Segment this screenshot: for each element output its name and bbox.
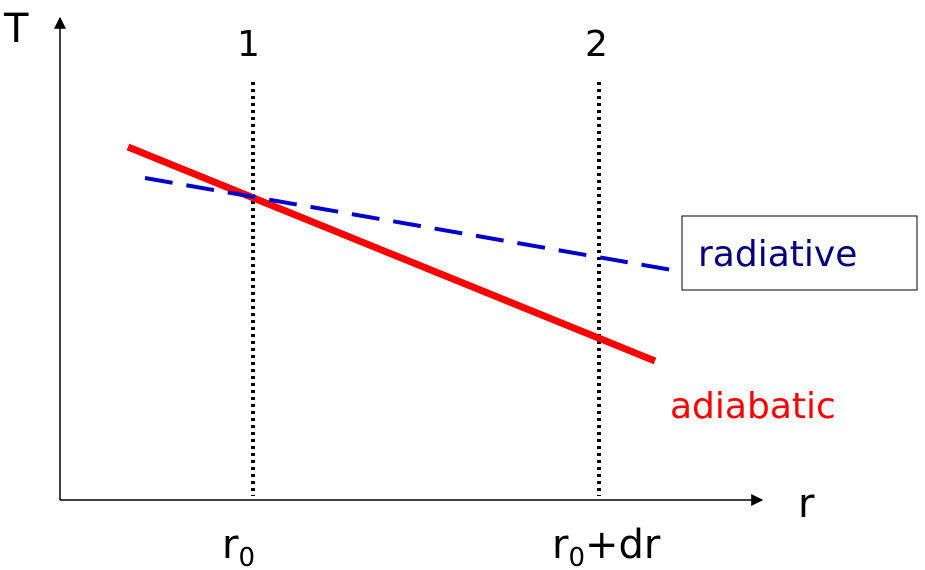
adiabatic-label: adiabatic: [670, 386, 836, 427]
y-axis-label: T: [3, 6, 29, 52]
x-axis-label: r: [798, 481, 815, 527]
tick-label-r0: r0: [222, 522, 255, 570]
tick-label-r0-plus-dr: r0+dr: [552, 522, 661, 570]
radiative-line: [144, 176, 673, 272]
marker-number-1: 1: [237, 24, 260, 65]
radiative-label: radiative: [698, 234, 857, 275]
adiabatic-line: [126, 143, 657, 365]
marker-number-2: 2: [585, 24, 608, 65]
radiative-label-box: [681, 215, 918, 291]
